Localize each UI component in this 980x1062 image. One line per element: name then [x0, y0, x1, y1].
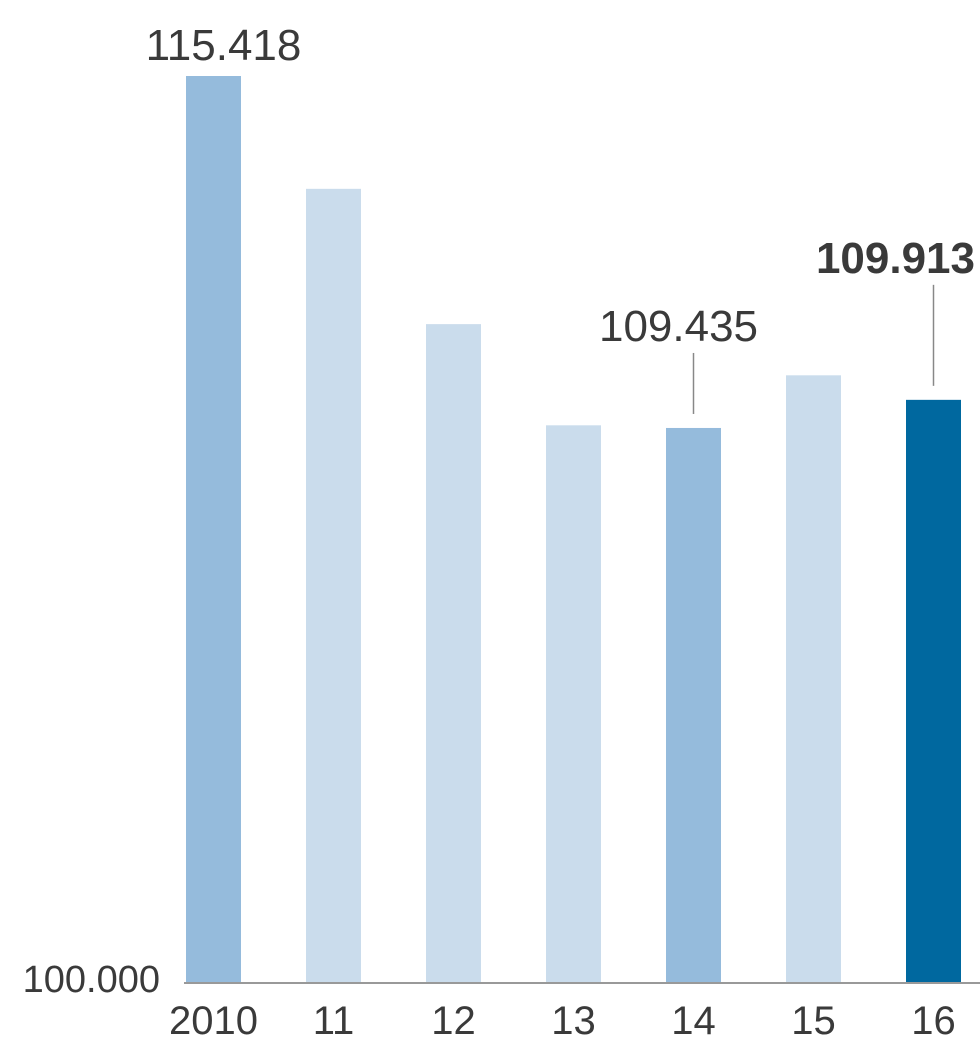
x-tick-label: 11	[313, 999, 355, 1043]
x-tick-label: 13	[551, 999, 596, 1043]
y-baseline-tick-label: 100.000	[23, 959, 160, 1001]
data-label-16: 109.913	[816, 234, 975, 283]
bar-12	[426, 324, 481, 983]
x-tick-labels: 2010 11 12 13 14 15 16	[169, 999, 956, 1043]
x-tick-label: 14	[671, 999, 716, 1043]
data-label-2010: 115.418	[146, 21, 302, 70]
bars-group	[186, 76, 961, 984]
bar-2010	[186, 76, 241, 983]
bar-13	[546, 425, 601, 983]
x-tick-label: 16	[911, 999, 956, 1043]
x-tick-label: 15	[791, 999, 836, 1043]
data-label-14: 109.435	[599, 302, 758, 351]
bar-15	[786, 375, 841, 983]
annotations-group: 115.418 109.435 109.913	[146, 21, 975, 414]
bar-14	[666, 427, 721, 983]
x-tick-label: 2010	[169, 999, 258, 1043]
x-tick-label: 12	[431, 999, 476, 1043]
bar-16	[906, 399, 961, 983]
bar-11	[306, 188, 361, 984]
